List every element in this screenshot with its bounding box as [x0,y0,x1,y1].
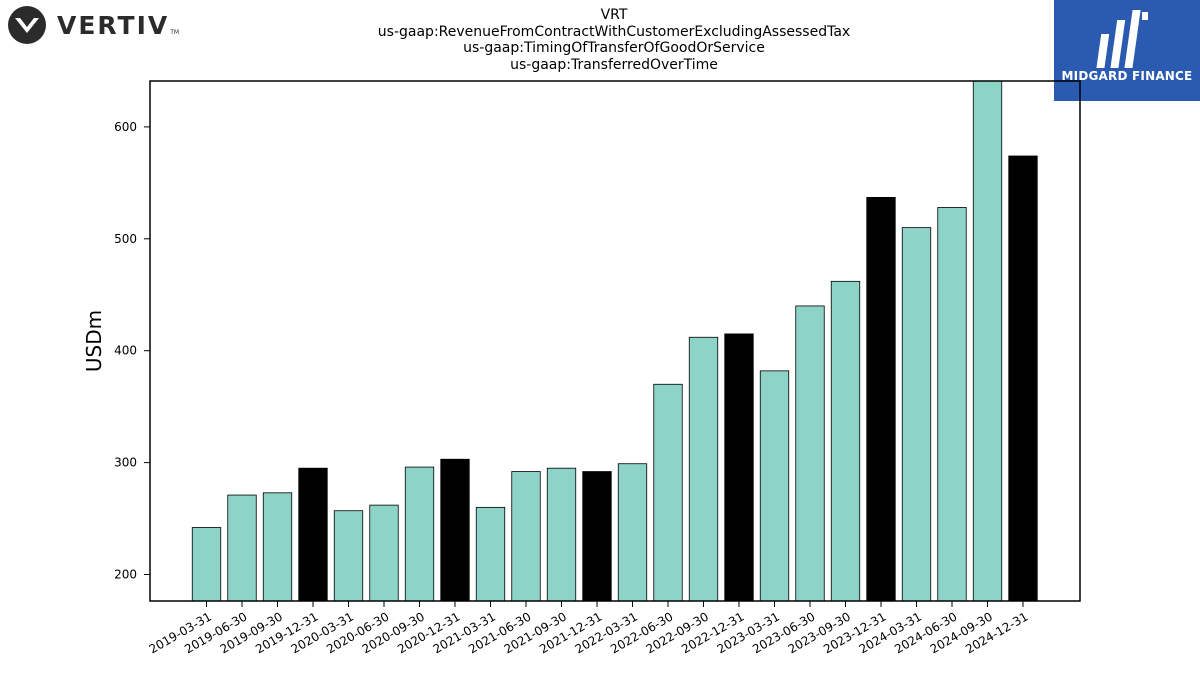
bar-2024-03-31 [901,227,932,602]
y-axis-label: USDm [82,310,106,372]
bar-2023-06-30 [795,305,825,602]
bar-2022-06-30 [653,383,683,602]
bar-2024-06-30 [937,207,967,602]
chart-title-line: us-gaap:TimingOfTransferOfGoodOrService [463,40,765,56]
bar-2019-03-31 [191,527,222,602]
chart-title: VRT us-gaap:RevenueFromContractWithCusto… [364,7,864,73]
bar-2022-03-31 [617,463,648,602]
midgard-finance-text: MIDGARD FINANCE [1061,69,1193,83]
chart-title-line: us-gaap:TransferredOverTime [510,56,718,73]
x-axis: 2019-03-312019-06-302019-09-302019-12-31… [147,601,1031,656]
bar-2021-09-30 [546,467,577,602]
y-axis: 200 300 400 500 600 [114,120,150,582]
bar-2019-09-30 [262,492,293,602]
y-tick-label: 400 [114,344,137,358]
bar-2024-09-30 [972,80,1003,602]
bar-2023-09-30 [830,280,861,602]
vertiv-wordmark: VERTIV [57,10,170,40]
y-tick-label: 200 [114,568,137,582]
bar-2022-12-31 [724,333,754,602]
bar-2021-12-31 [582,471,612,602]
bar-2023-03-31 [759,370,790,602]
vertiv-chevron-icon [8,6,46,44]
bar-2019-06-30 [227,494,257,602]
bar-2020-03-31 [333,510,364,602]
bar-2020-09-30 [404,466,435,602]
y-tick-label: 600 [114,120,137,134]
midgard-finance-logo: MIDGARD FINANCE [1054,0,1200,101]
bar-2020-12-31 [440,458,470,602]
bar-2022-09-30 [688,336,719,602]
bar-2021-03-31 [475,506,506,602]
midgard-monogram-icon [1096,10,1148,68]
y-tick-label: 300 [114,456,137,470]
y-tick-label: 500 [114,232,137,246]
trademark-mark: TM [170,29,180,36]
bar-2020-06-30 [369,504,399,602]
chart-title-line: VRT [600,7,628,23]
bar-2024-12-31 [1008,155,1038,602]
bar-2019-12-31 [298,467,328,602]
vertiv-logo: VERTIV TM [8,6,179,44]
bar-2021-06-30 [511,471,541,602]
bar-2023-12-31 [866,196,896,602]
plot-frame [149,80,1081,602]
chart-title-line: us-gaap:RevenueFromContractWithCustomerE… [377,23,851,40]
bars-group [191,80,1038,602]
